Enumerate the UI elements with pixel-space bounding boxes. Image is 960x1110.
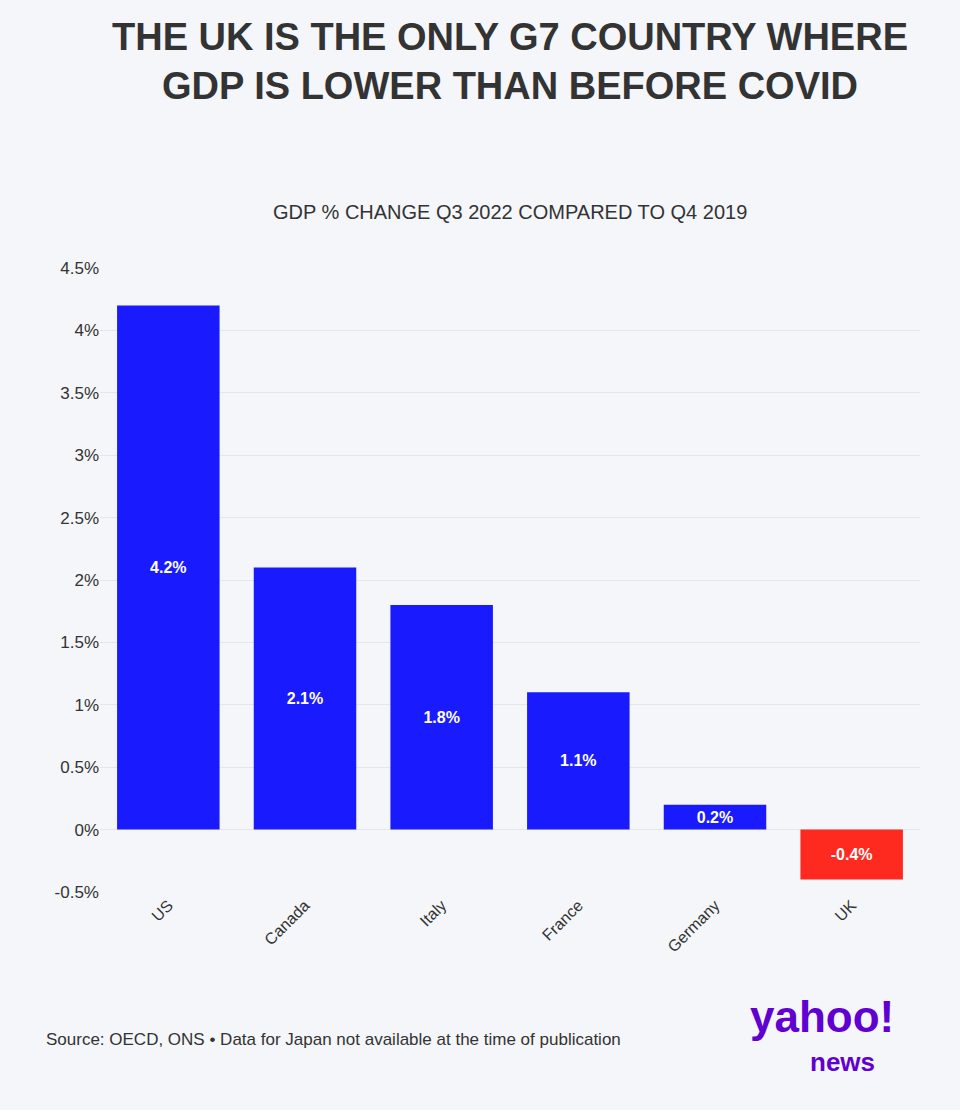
svg-text:Germany: Germany [664, 897, 723, 956]
svg-text:3%: 3% [74, 446, 99, 465]
svg-text:THE UK IS THE ONLY G7 COUNTRY: THE UK IS THE ONLY G7 COUNTRY WHEREGDP I… [112, 16, 908, 107]
svg-text:2.5%: 2.5% [60, 509, 99, 528]
svg-text:4.2%: 4.2% [150, 559, 186, 576]
svg-text:1%: 1% [74, 696, 99, 715]
svg-text:1.5%: 1.5% [60, 633, 99, 652]
svg-text:US: US [148, 897, 176, 925]
svg-text:news: news [810, 1047, 875, 1077]
svg-text:yahoo!: yahoo! [750, 992, 894, 1041]
svg-text:2.1%: 2.1% [287, 690, 323, 707]
svg-text:4%: 4% [74, 321, 99, 340]
svg-text:Italy: Italy [417, 897, 450, 930]
svg-text:1.8%: 1.8% [423, 709, 459, 726]
svg-text:1.1%: 1.1% [560, 752, 596, 769]
svg-text:France: France [539, 897, 586, 944]
svg-text:3.5%: 3.5% [60, 384, 99, 403]
svg-text:0.5%: 0.5% [60, 758, 99, 777]
svg-text:0.2%: 0.2% [697, 809, 733, 826]
svg-text:Source: OECD, ONS • Data for J: Source: OECD, ONS • Data for Japan not a… [46, 1030, 621, 1049]
svg-text:0%: 0% [74, 821, 99, 840]
svg-text:Canada: Canada [261, 897, 313, 949]
svg-text:UK: UK [832, 897, 860, 925]
svg-text:-0.4%: -0.4% [831, 846, 873, 863]
svg-text:GDP % CHANGE Q3 2022 COMPARED: GDP % CHANGE Q3 2022 COMPARED TO Q4 2019 [273, 201, 747, 223]
svg-text:2%: 2% [74, 571, 99, 590]
svg-text:-0.5%: -0.5% [55, 883, 99, 902]
svg-text:4.5%: 4.5% [60, 259, 99, 278]
